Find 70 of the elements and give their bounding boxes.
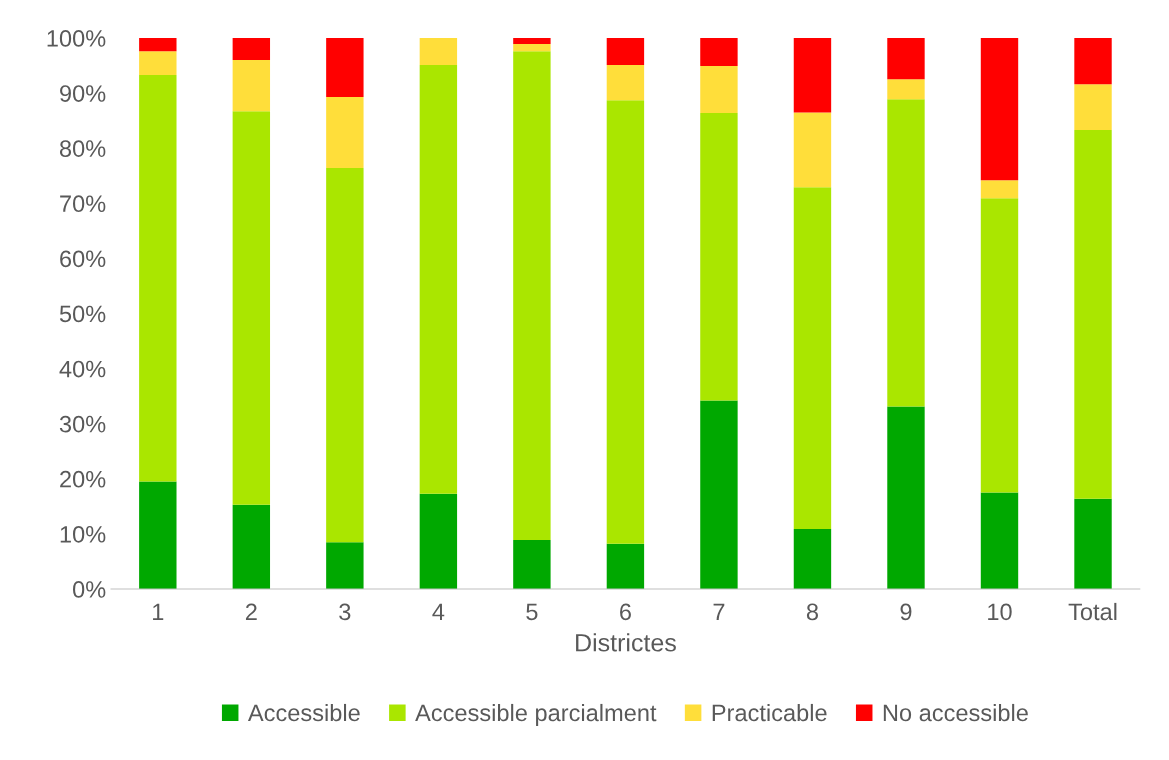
legend-label: Practicable [712, 703, 827, 722]
y-tick-label: 30% [59, 415, 106, 433]
bar [139, 481, 177, 589]
x-tick-label: 9 [900, 603, 912, 621]
y-tick-label: 90% [60, 85, 106, 102]
bar [513, 38, 551, 45]
y-tick-label: 60% [60, 250, 106, 268]
x-axis-title: Districtes [576, 633, 676, 652]
bar [887, 406, 925, 589]
bar [980, 198, 1019, 493]
bar [606, 543, 645, 589]
y-tick-label: 40% [59, 360, 106, 378]
bar [326, 542, 364, 589]
bar [139, 51, 177, 75]
bar [606, 38, 645, 65]
bar [419, 65, 458, 494]
y-tick-label: 50% [59, 305, 106, 323]
bar [793, 528, 832, 589]
legend-label: Accessible [247, 703, 360, 722]
bar [606, 65, 645, 101]
bar [419, 493, 458, 589]
bar [1074, 130, 1112, 499]
x-tick-label: 10 [988, 603, 1012, 621]
y-tick-label: 100% [47, 30, 106, 47]
bar [513, 44, 551, 52]
bar [513, 539, 551, 589]
x-tick-label: 4 [432, 603, 445, 620]
y-tick-label: 0% [72, 581, 106, 598]
bar [139, 38, 177, 52]
bar [980, 492, 1019, 589]
bar [700, 400, 738, 589]
x-tick-label: 3 [339, 603, 351, 621]
x-tick-label: 5 [526, 603, 538, 621]
bar [232, 38, 271, 61]
bar [700, 112, 738, 401]
legend-label: No accessible [883, 703, 1028, 722]
bar [326, 38, 364, 97]
x-tick-label: 2 [245, 603, 257, 620]
bar [700, 38, 738, 67]
bar [793, 187, 832, 529]
y-tick-label: 80% [59, 140, 106, 157]
bar [419, 38, 458, 65]
bar [793, 38, 832, 113]
bar [232, 60, 271, 112]
x-tick-label: 8 [806, 603, 818, 621]
bar [980, 38, 1019, 181]
y-tick-label: 20% [60, 470, 106, 488]
y-tick-label: 70% [60, 195, 106, 213]
bar [700, 66, 738, 113]
bar [1074, 498, 1112, 589]
x-tick-label: 6 [620, 603, 631, 621]
bar [232, 111, 271, 505]
y-tick-label: 10% [60, 525, 106, 543]
bar [887, 79, 925, 100]
bar [606, 100, 645, 544]
bar [139, 74, 177, 482]
bar [980, 180, 1019, 199]
bar [513, 51, 551, 540]
bar [793, 112, 832, 188]
legend-label: Accessible parcialment [415, 703, 657, 726]
x-tick-label: 1 [153, 603, 164, 620]
bar [232, 504, 271, 589]
bar [1074, 84, 1112, 131]
bar [887, 38, 925, 80]
bar [326, 168, 364, 543]
x-tick-label: 7 [713, 603, 725, 620]
bar [1074, 38, 1112, 85]
bar [326, 96, 364, 169]
x-tick-label: Total [1068, 602, 1117, 621]
bar [887, 99, 925, 407]
